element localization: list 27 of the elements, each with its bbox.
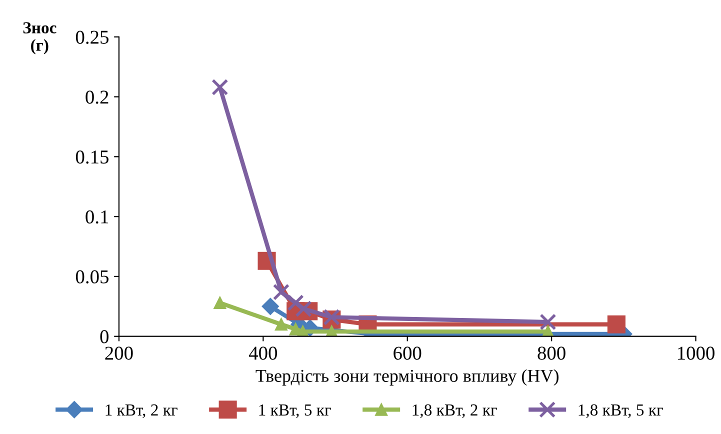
point xyxy=(262,298,279,315)
point xyxy=(287,294,304,312)
legend-label: 1,8 кВт, 5 кг xyxy=(578,404,663,418)
point xyxy=(274,318,288,331)
y-tick-label: 0.25 xyxy=(76,30,108,44)
x-tick-label: 1000 xyxy=(678,346,714,360)
x-tick-label: 600 xyxy=(394,346,422,360)
point xyxy=(540,314,556,330)
y-tick-label: 0.05 xyxy=(76,270,108,284)
legend-label: 1,8 кВт, 2 кг xyxy=(412,404,497,418)
point xyxy=(607,315,626,334)
x-axis-title: Твердість зони термічного впливу (HV) xyxy=(256,369,559,386)
x-tick-label: 800 xyxy=(538,346,566,360)
legend-label: 1 кВт, 5 кг xyxy=(259,404,331,418)
x-tick-label: 400 xyxy=(248,346,278,360)
y-axis-title: Знос (г) xyxy=(23,22,56,54)
point xyxy=(323,308,340,326)
y-tick-label: 0.15 xyxy=(76,150,108,164)
point xyxy=(212,78,228,96)
x-tick-label: 200 xyxy=(105,346,133,360)
point xyxy=(295,300,312,318)
point xyxy=(272,284,290,300)
y-tick-label: 0.2 xyxy=(86,90,108,104)
legend-label: 1 кВт, 2 кг xyxy=(106,404,178,418)
y-tick-label: 0 xyxy=(100,330,108,344)
point xyxy=(214,296,226,310)
y-tick-label: 0.1 xyxy=(86,210,108,224)
